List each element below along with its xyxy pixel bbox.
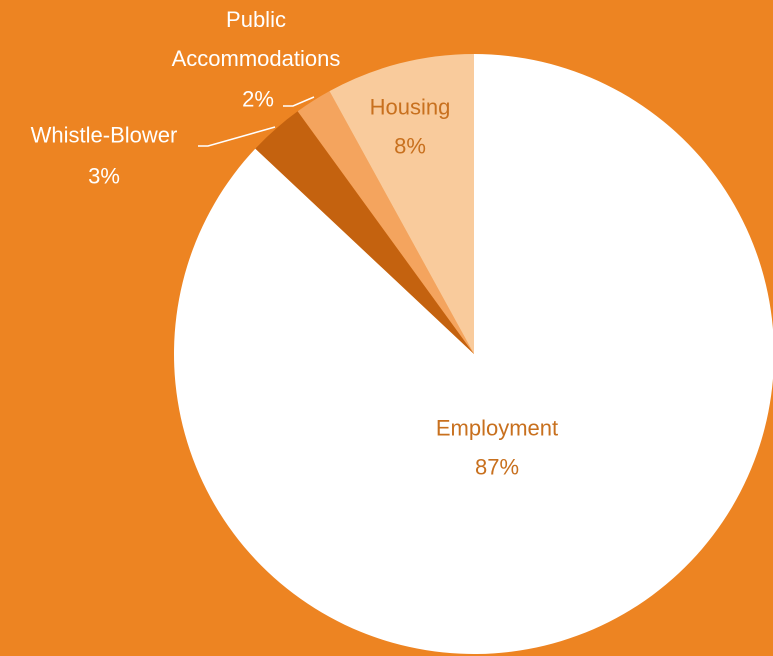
slice-name: Whistle-Blower: [30, 122, 178, 148]
slice-value-label: 2%: [242, 86, 274, 112]
slice-name: Public Accommodations: [171, 7, 341, 71]
leader-line: [283, 96, 315, 107]
leader-line: [198, 126, 276, 147]
pie-slice: [329, 54, 474, 354]
slice-name: Employment: [435, 415, 559, 441]
slice-value-label: 8%: [394, 133, 426, 159]
pie-slice: [255, 111, 474, 355]
slice-value-label: 87%: [474, 454, 520, 480]
pie-slice: [174, 54, 773, 654]
slice-name: Housing: [369, 94, 451, 120]
slice-value-label: 3%: [88, 163, 120, 189]
pie-slice: [297, 91, 474, 354]
